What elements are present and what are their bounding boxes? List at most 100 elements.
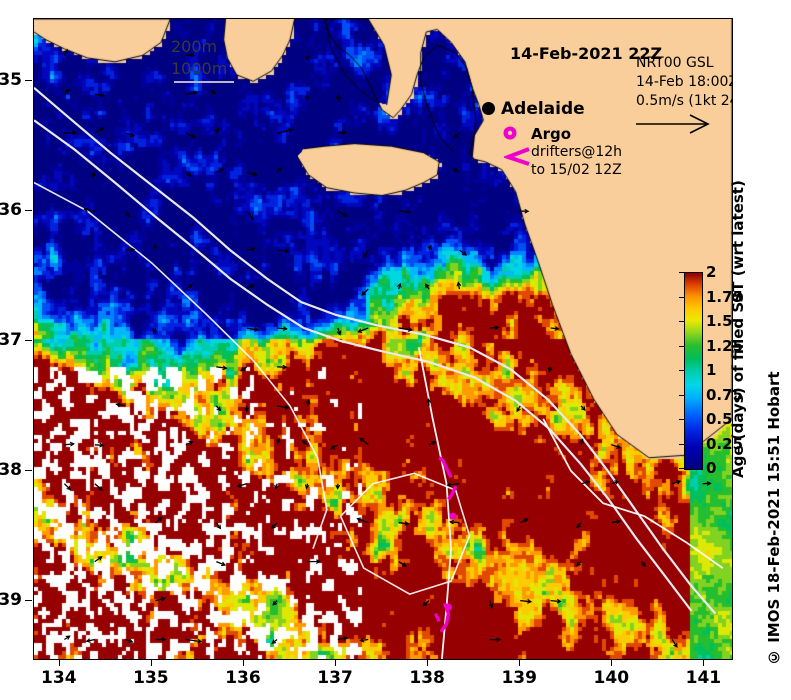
current-vector-head (128, 638, 134, 644)
current-vector-head (329, 445, 335, 450)
current-vector-head (284, 248, 290, 254)
drifter-track-icon (504, 147, 530, 166)
current-vector-head (214, 127, 220, 133)
current-vector-head (356, 517, 362, 522)
current-vector-head (188, 440, 194, 446)
current-vector (337, 131, 346, 134)
current-vector-head (516, 407, 521, 413)
map-plot-area[interactable]: 200m 1000m 14-Feb-2021 22Z NRT00 GSL 14-Fe… (33, 18, 733, 660)
current-vector-head (83, 207, 89, 213)
current-vector (246, 247, 255, 251)
current-vector (276, 129, 293, 134)
current-vector-head (673, 642, 678, 648)
current-vector-head (554, 326, 560, 331)
current-vector-head (277, 166, 283, 172)
colorbar-tick-label-2: 2 (706, 263, 717, 281)
current-vector-head (316, 559, 321, 564)
colorbar-tick (679, 419, 684, 420)
x-tick (150, 659, 152, 666)
x-tick-label-141: 141 (685, 668, 722, 688)
colorbar-tick-label-0p75: 0.75 (706, 385, 744, 404)
current-vector (185, 441, 193, 446)
argo-float-marker (449, 512, 457, 520)
current-vector-head (357, 328, 363, 333)
colorbar-tick (679, 395, 684, 396)
page-title: 14-Feb-2021 22Z (510, 44, 663, 63)
current-vector-head (254, 327, 260, 332)
current-vector-head (446, 482, 452, 488)
current-vector (155, 516, 163, 524)
current-vector-arrow-icon (636, 114, 710, 134)
current-vector-head (452, 168, 458, 173)
x-tick (703, 659, 705, 666)
current-vector (277, 249, 289, 252)
current-vector (216, 366, 227, 369)
current-vector-head (361, 291, 366, 296)
x-tick-label-135: 135 (133, 668, 169, 688)
current-vector (64, 443, 74, 446)
current-vector-field (63, 48, 712, 648)
colorbar-tick (679, 370, 684, 371)
current-vector-head (216, 524, 222, 530)
current-vector-head (456, 281, 462, 287)
current-vector-head (288, 128, 294, 133)
current-vector (337, 210, 348, 217)
current-vector (398, 327, 412, 331)
current-vector-head (197, 638, 203, 644)
current-vector-head (336, 330, 342, 336)
isobath-line (34, 181, 328, 549)
current-vector-head (282, 326, 288, 332)
current-vector (94, 483, 103, 491)
current-vector-head (615, 444, 622, 449)
adelaide-city-dot-icon (482, 102, 495, 115)
x-tick-label-134: 134 (41, 668, 77, 688)
current-vector-head (305, 399, 311, 405)
current-vector-head (63, 48, 69, 54)
current-vector (580, 480, 590, 485)
current-vector-head (99, 127, 105, 132)
x-tick-label-138: 138 (409, 668, 445, 688)
current-vector-head (125, 212, 131, 218)
current-vector-head (488, 603, 494, 609)
x-tick (519, 659, 521, 666)
isobath-line (34, 86, 717, 615)
current-vector-head (341, 130, 347, 136)
colorbar-tick (679, 468, 684, 469)
drifters-legend-label: drifters@12h to 15/02 12Z (531, 143, 622, 179)
current-vector-head (152, 244, 158, 250)
argo-legend-label: Argo (531, 125, 572, 143)
current-vector-head (579, 438, 584, 444)
current-vector-head (190, 52, 196, 58)
current-vector-head (462, 251, 468, 256)
current-vector-head (304, 95, 310, 101)
current-vector (447, 483, 460, 486)
current-vector-head (236, 483, 242, 488)
current-vector-head (85, 638, 91, 643)
current-vector (459, 249, 467, 256)
current-vector-head (240, 366, 246, 372)
x-tick (58, 659, 60, 666)
current-vector-head (186, 172, 192, 177)
current-vector-head (427, 244, 432, 250)
current-vector (671, 480, 681, 485)
current-vector-head (66, 485, 72, 491)
x-tick-label-137: 137 (317, 668, 353, 688)
current-vector-head (221, 561, 227, 567)
credit-text: © IMOS 18-Feb-2021 15:51 Hobart (765, 371, 783, 666)
drifters-legend-line1: drifters@12h (531, 144, 623, 160)
current-vector (362, 249, 369, 258)
model-name-label: NRT00 GSL (636, 55, 714, 71)
current-vector (125, 248, 135, 251)
current-vector (116, 403, 126, 407)
current-vector-head (407, 327, 413, 332)
current-vector (271, 522, 278, 529)
current-vector-head (284, 404, 290, 410)
current-vector-head (249, 284, 255, 289)
current-vector-head (676, 479, 682, 485)
current-vector (86, 638, 95, 642)
isobath-rule (174, 81, 234, 83)
current-vector-head (64, 88, 70, 94)
current-vector-head (397, 282, 402, 288)
colorbar-tick-label-1p5: 1.5 (706, 312, 733, 330)
